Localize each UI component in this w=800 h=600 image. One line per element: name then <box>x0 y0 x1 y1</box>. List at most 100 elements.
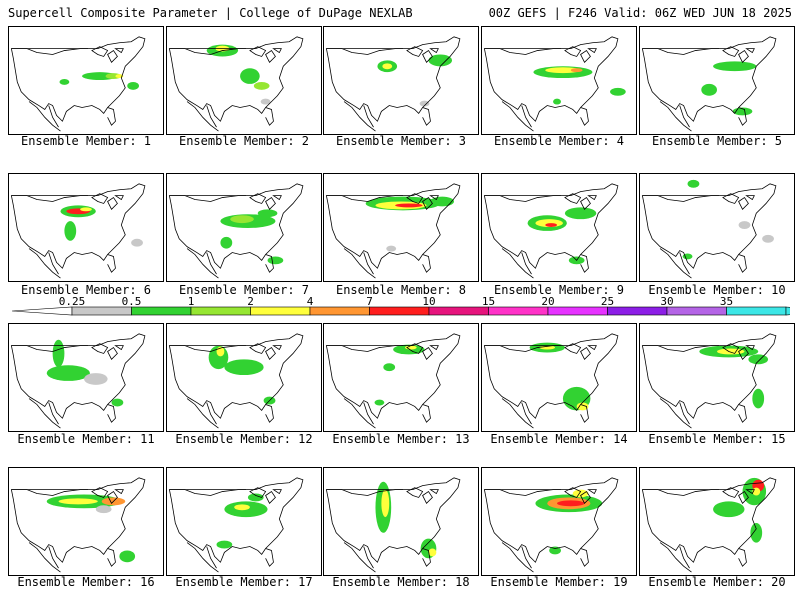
colorbar-tick-label: 0.25 <box>59 297 86 308</box>
scp-contour <box>119 550 136 563</box>
scp-contour <box>713 501 745 518</box>
member-map-panel <box>481 323 637 432</box>
great-lakes <box>722 487 755 505</box>
scp-contour <box>260 98 271 105</box>
mexico-coast <box>501 398 534 429</box>
us-map <box>641 36 777 132</box>
member-label: Ensemble Member: 3 <box>335 134 467 148</box>
member-map-panel <box>166 467 322 576</box>
florida-outline <box>265 254 274 273</box>
scp-contour <box>383 363 396 372</box>
great-lakes <box>564 343 597 361</box>
florida-outline <box>107 254 116 273</box>
us-map <box>168 333 304 429</box>
member-label: Ensemble Member: 10 <box>648 283 786 297</box>
us-map <box>641 333 777 429</box>
member-map-panel <box>8 173 164 282</box>
mexico-coast <box>659 248 692 279</box>
colorbar-segment <box>369 306 430 316</box>
member-label: Ensemble Member: 4 <box>493 134 625 148</box>
member-map-panel <box>481 467 637 576</box>
colorbar-tick-label: 7 <box>366 297 373 308</box>
scp-contour <box>52 339 65 368</box>
us-map <box>483 333 619 429</box>
scp-contour <box>127 81 140 90</box>
us-outline <box>10 183 146 269</box>
mexico-coast <box>659 398 692 429</box>
colorbar-segment <box>607 306 668 316</box>
member-label: Ensemble Member: 13 <box>332 432 470 446</box>
colorbar-segment <box>131 306 192 316</box>
us-outline <box>168 183 304 269</box>
member-map-panel <box>323 26 479 135</box>
florida-outline <box>107 107 116 126</box>
scp-contour <box>374 399 385 406</box>
scp-contour <box>84 373 108 385</box>
colorbar-tick-label: 1 <box>188 297 195 308</box>
scp-contour <box>750 522 763 543</box>
scp-contour <box>224 359 264 376</box>
scp-contour <box>46 365 90 381</box>
scp-contour <box>230 215 254 224</box>
us-outline <box>483 183 619 269</box>
mexico-coast <box>186 542 219 573</box>
florida-outline <box>422 107 431 126</box>
us-map <box>325 333 461 429</box>
member-label: Ensemble Member: 20 <box>648 575 786 589</box>
mexico-coast <box>28 101 61 132</box>
us-outline <box>325 477 461 563</box>
us-outline <box>641 333 777 419</box>
colorbar-segment <box>726 306 787 316</box>
florida-outline <box>580 254 589 273</box>
scp-contour <box>576 402 589 411</box>
member-label: Ensemble Member: 14 <box>490 432 628 446</box>
member-map-panel <box>8 323 164 432</box>
scp-contour <box>713 61 757 72</box>
mexico-coast <box>186 248 219 279</box>
great-lakes <box>406 46 439 64</box>
us-outline <box>168 477 304 563</box>
florida-outline <box>265 548 274 567</box>
us-map <box>641 477 777 573</box>
mexico-coast <box>28 542 61 573</box>
scp-contour <box>687 179 700 188</box>
us-map <box>168 36 304 132</box>
us-map <box>325 36 461 132</box>
florida-outline <box>738 254 747 273</box>
scp-contour <box>570 68 583 73</box>
great-lakes <box>722 193 755 211</box>
great-lakes <box>91 193 124 211</box>
great-lakes <box>564 46 597 64</box>
mexico-coast <box>659 101 692 132</box>
mexico-coast <box>343 101 376 132</box>
colorbar-segment <box>250 306 311 316</box>
great-lakes <box>249 193 282 211</box>
colorbar-segment <box>547 306 608 316</box>
mexico-coast <box>501 101 534 132</box>
member-label: Ensemble Member: 12 <box>175 432 313 446</box>
scp-contour <box>738 221 751 229</box>
model-valid-time: 00Z GEFS | F246 Valid: 06Z WED JUN 18 20… <box>488 6 792 20</box>
great-lakes <box>722 46 755 64</box>
florida-outline <box>738 404 747 423</box>
florida-outline <box>107 404 116 423</box>
great-lakes <box>564 487 597 505</box>
member-map-panel <box>639 173 795 282</box>
florida-outline <box>422 548 431 567</box>
scp-contour <box>572 489 589 498</box>
member-map-panel <box>639 467 795 576</box>
member-map-panel <box>8 26 164 135</box>
great-lakes <box>91 46 124 64</box>
scp-contour <box>267 256 284 265</box>
member-label: Ensemble Member: 18 <box>332 575 470 589</box>
scp-contour <box>216 540 233 549</box>
mexico-coast <box>343 248 376 279</box>
member-label: Ensemble Member: 8 <box>335 283 467 297</box>
mexico-coast <box>186 101 219 132</box>
us-map <box>10 477 146 573</box>
great-lakes <box>249 487 282 505</box>
member-map-panel <box>481 173 637 282</box>
us-outline <box>483 36 619 122</box>
scp-contour <box>762 234 774 243</box>
us-map <box>641 179 777 279</box>
